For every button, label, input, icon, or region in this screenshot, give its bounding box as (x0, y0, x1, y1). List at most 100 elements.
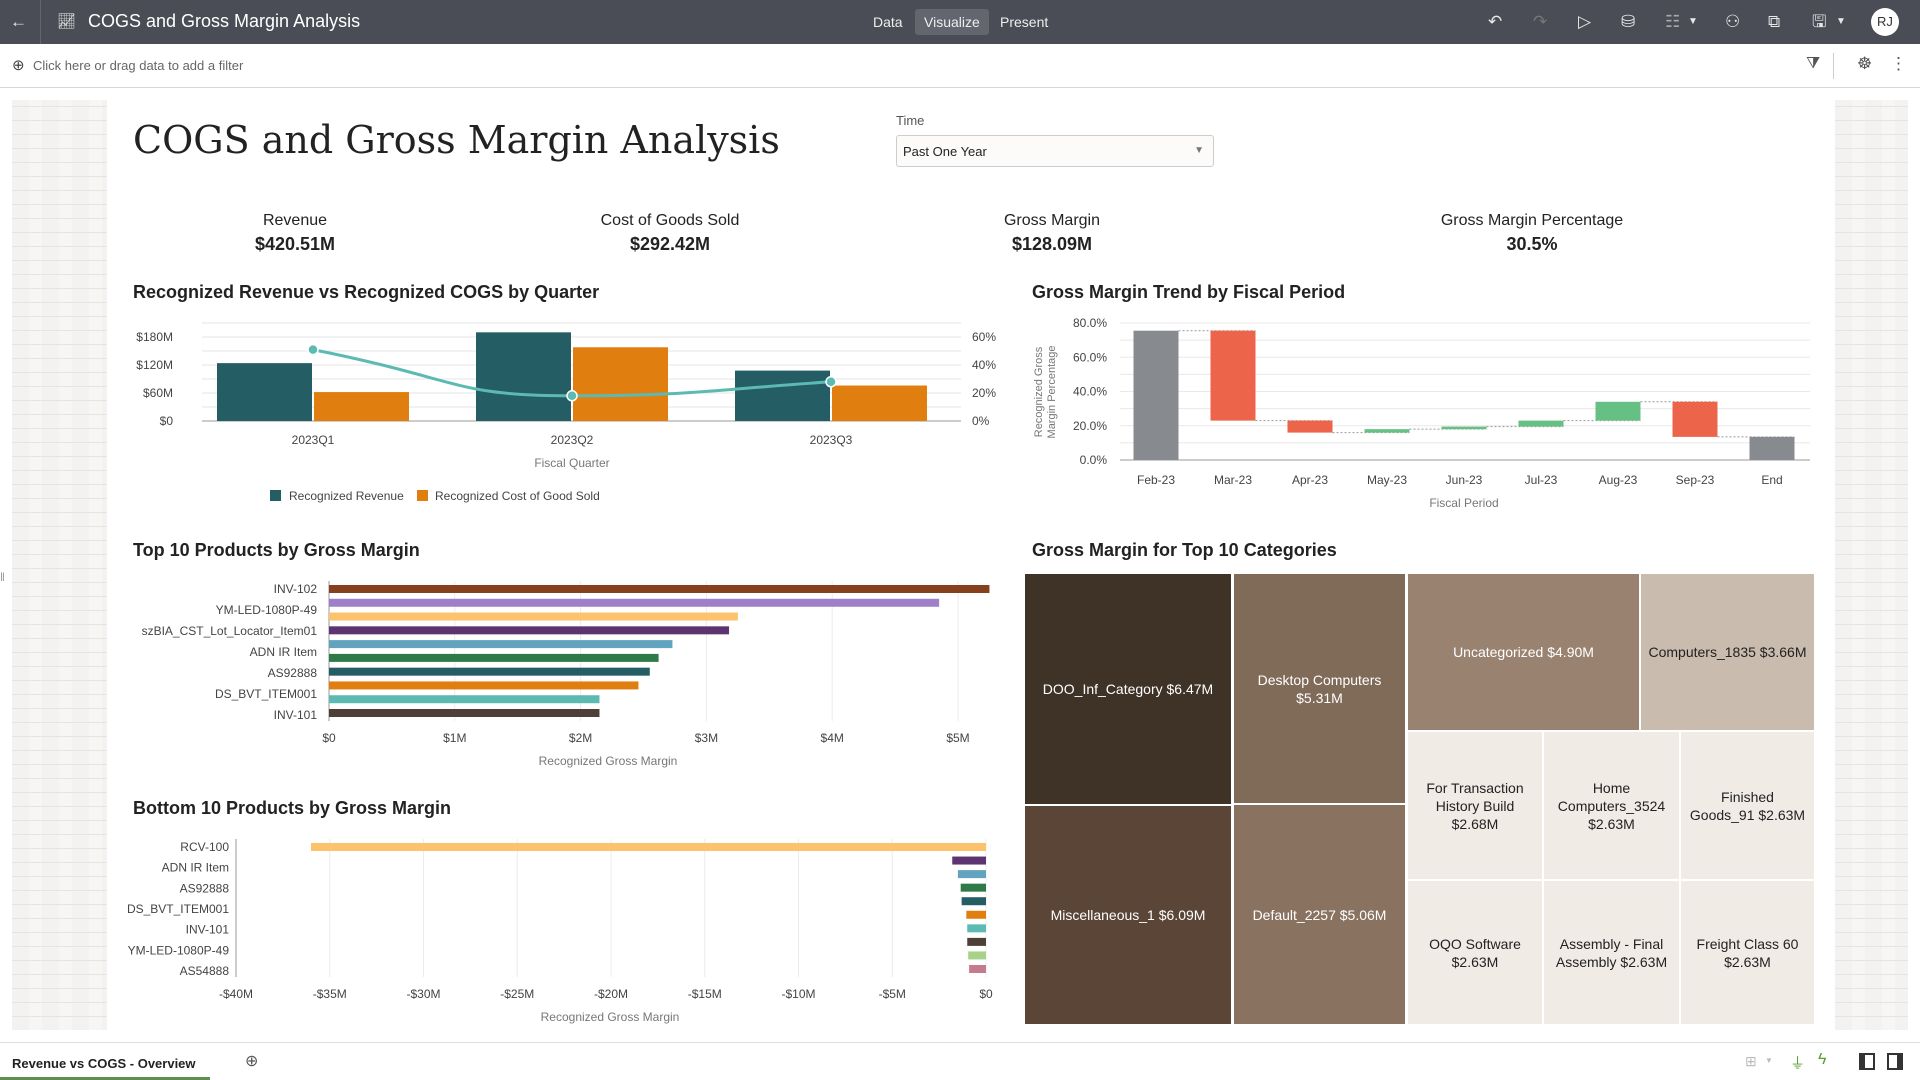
save-icon[interactable]: 🖫︎ (1812, 12, 1827, 31)
y-tick-label: 60.0% (1073, 350, 1107, 364)
page-title: COGS and Gross Margin Analysis (133, 118, 780, 162)
treemap-tile-label: Uncategorized $4.90M (1453, 644, 1594, 660)
treemap-tile-finished-goods-91[interactable]: Finished Goods_91 $2.63M (1680, 731, 1815, 880)
product-bar (329, 626, 730, 635)
plug-icon[interactable]: ⏚ (1790, 1055, 1806, 1072)
chevron-down-icon[interactable]: ▼ (1836, 16, 1846, 27)
x-tick-label: Jul-23 (1525, 473, 1558, 487)
waterfall-bar-increase (1364, 429, 1410, 433)
treemap-tile-desktop-computers[interactable]: Desktop Computers $5.31M (1233, 573, 1406, 804)
treemap-tile-uncategorized[interactable]: Uncategorized $4.90M (1407, 573, 1640, 731)
x-tick-label: Sep-23 (1676, 473, 1715, 487)
x-tick-label: -$25M (500, 987, 534, 1001)
product-bar (952, 856, 986, 865)
kpi-label: Revenue (262, 212, 328, 229)
chevron-down-icon: ▼ (1194, 145, 1204, 156)
treemap-tile-label: DOO_Inf_Category $6.47M (1042, 681, 1214, 697)
x-tick-label: -$30M (406, 987, 440, 1001)
filter-placeholder[interactable]: Click here or drag data to add a filter (33, 58, 244, 73)
treemap-tile-home-computers-3524[interactable]: Home Computers_3524 $2.63M (1543, 731, 1680, 880)
redo-icon[interactable]: ↷ (1533, 12, 1548, 31)
bar-cogs (832, 385, 927, 421)
y-axis-title: Recognized GrossMargin Percentage (1033, 346, 1058, 439)
avatar[interactable]: RJ (1871, 8, 1899, 36)
y-tick-label: INV-101 (274, 708, 318, 722)
treemap-tile-default-2257[interactable]: Default_2257 $5.06M (1233, 804, 1406, 1025)
x-tick-label: 2023Q1 (292, 433, 335, 447)
time-filter-dropdown[interactable]: Past One Year ▼ (896, 135, 1214, 167)
filter-settings-icon[interactable]: ⧩ (1806, 55, 1821, 72)
lightning-icon[interactable]: ϟ (1818, 1051, 1827, 1068)
treemap-tile-assembly-final-assembly[interactable]: Assembly - Final Assembly $2.63M (1543, 880, 1680, 1025)
product-bar (329, 640, 673, 649)
x-tick-label: -$20M (594, 987, 628, 1001)
y-tick-label: AS92888 (180, 881, 230, 895)
kpi-gross-margin-pct: Gross Margin Percentage 30.5% (1382, 212, 1682, 255)
product-bar (329, 598, 940, 607)
comment-icon[interactable]: ☷ (1665, 12, 1681, 31)
right-panel-icon[interactable] (1887, 1053, 1903, 1070)
treemap-tile-label: Home Computers_3524 $2.63M (1557, 779, 1666, 832)
filter-bar[interactable]: ⊕ Click here or drag data to add a filte… (0, 44, 1920, 88)
undo-icon[interactable]: ↶ (1488, 12, 1503, 31)
treemap-tile-for-transaction-history-build[interactable]: For Transaction History Build $2.68M (1407, 731, 1543, 880)
add-canvas-icon[interactable]: ⊕ (245, 1053, 259, 1070)
more-options-icon[interactable]: ⋮ (1890, 54, 1907, 73)
bar-revenue (217, 363, 312, 421)
x-axis-title: Recognized Gross Margin (539, 754, 678, 768)
export-icon[interactable]: ⧉ (1768, 12, 1781, 31)
product-bar (967, 937, 986, 946)
product-bar (329, 681, 639, 690)
product-bar (329, 695, 600, 704)
x-tick-label: $5M (946, 731, 969, 745)
y2-tick-label: 40% (972, 358, 996, 372)
treemap-tile-doo-inf-category[interactable]: DOO_Inf_Category $6.47M (1024, 573, 1232, 805)
waterfall-bar-decrease (1287, 420, 1333, 433)
kpi-label: Gross Margin (1003, 212, 1101, 229)
lightbulb-icon[interactable]: ⚇ (1725, 12, 1741, 31)
mode-visualize[interactable]: Visualize (915, 9, 989, 35)
treemap-tile-label: Freight Class 60 $2.63M (1696, 935, 1799, 970)
left-panel-icon[interactable] (1859, 1053, 1875, 1070)
y-tick-label: INV-102 (274, 582, 318, 596)
data-refresh-icon[interactable]: ⛁ (1621, 12, 1636, 31)
product-bar (961, 897, 986, 906)
play-icon[interactable]: ▷ (1578, 12, 1592, 31)
y-axis-title-line: Recognized Gross (1033, 346, 1045, 437)
treemap-tile-label: For Transaction History Build $2.68M (1426, 779, 1524, 832)
product-bar (329, 612, 738, 621)
chevron-down-icon[interactable]: ▼ (1688, 16, 1698, 27)
treemap-tile-miscellaneous-1[interactable]: Miscellaneous_1 $6.09M (1024, 805, 1232, 1025)
waterfall-bar-total (1133, 330, 1179, 460)
x-tick-label: 2023Q2 (551, 433, 594, 447)
layout-icon[interactable]: ⊞ (1745, 1053, 1757, 1069)
resize-handle[interactable]: ‖ (0, 570, 5, 584)
chart-title-treemap: Gross Margin for Top 10 Categories (1032, 540, 1337, 560)
product-bar (969, 965, 986, 973)
y-tick-label: RCV-100 (180, 840, 229, 854)
y-tick-label: YM-LED-1080P-49 (216, 603, 318, 617)
bar-cogs (573, 347, 668, 421)
treemap-tile-oqo-software[interactable]: OQO Software $2.63M (1407, 880, 1543, 1025)
treemap-tile-computers-1835[interactable]: Computers_1835 $3.66M (1640, 573, 1815, 731)
treemap-tile-freight-class-60[interactable]: Freight Class 60 $2.63M (1680, 880, 1815, 1025)
line-point (566, 390, 578, 402)
y-tick-label: ADN IR Item (250, 645, 317, 659)
canvas-tab[interactable]: Revenue vs COGS - Overview (12, 1056, 196, 1071)
mode-present[interactable]: Present (1000, 14, 1049, 30)
x-tick-label: Aug-23 (1599, 473, 1638, 487)
chevron-down-icon[interactable]: ▼ (1765, 1056, 1773, 1065)
add-filter-icon[interactable]: ⊕ (12, 57, 25, 74)
mode-data[interactable]: Data (873, 14, 903, 30)
bar-revenue (476, 332, 571, 421)
back-arrow-icon[interactable]: ← (10, 12, 27, 31)
chart-icon: 📈︎ (57, 13, 77, 30)
x-tick-label: -$15M (688, 987, 722, 1001)
legend-label: Recognized Cost of Good Sold (435, 489, 600, 503)
traffic-light-icon[interactable]: ☸ (1857, 54, 1873, 73)
x-tick-label: Feb-23 (1137, 473, 1175, 487)
y-tick-label: YM-LED-1080P-49 (128, 943, 230, 957)
x-tick-label: $3M (695, 731, 718, 745)
y-tick-label: $180M (136, 330, 173, 344)
product-bar (311, 843, 986, 851)
